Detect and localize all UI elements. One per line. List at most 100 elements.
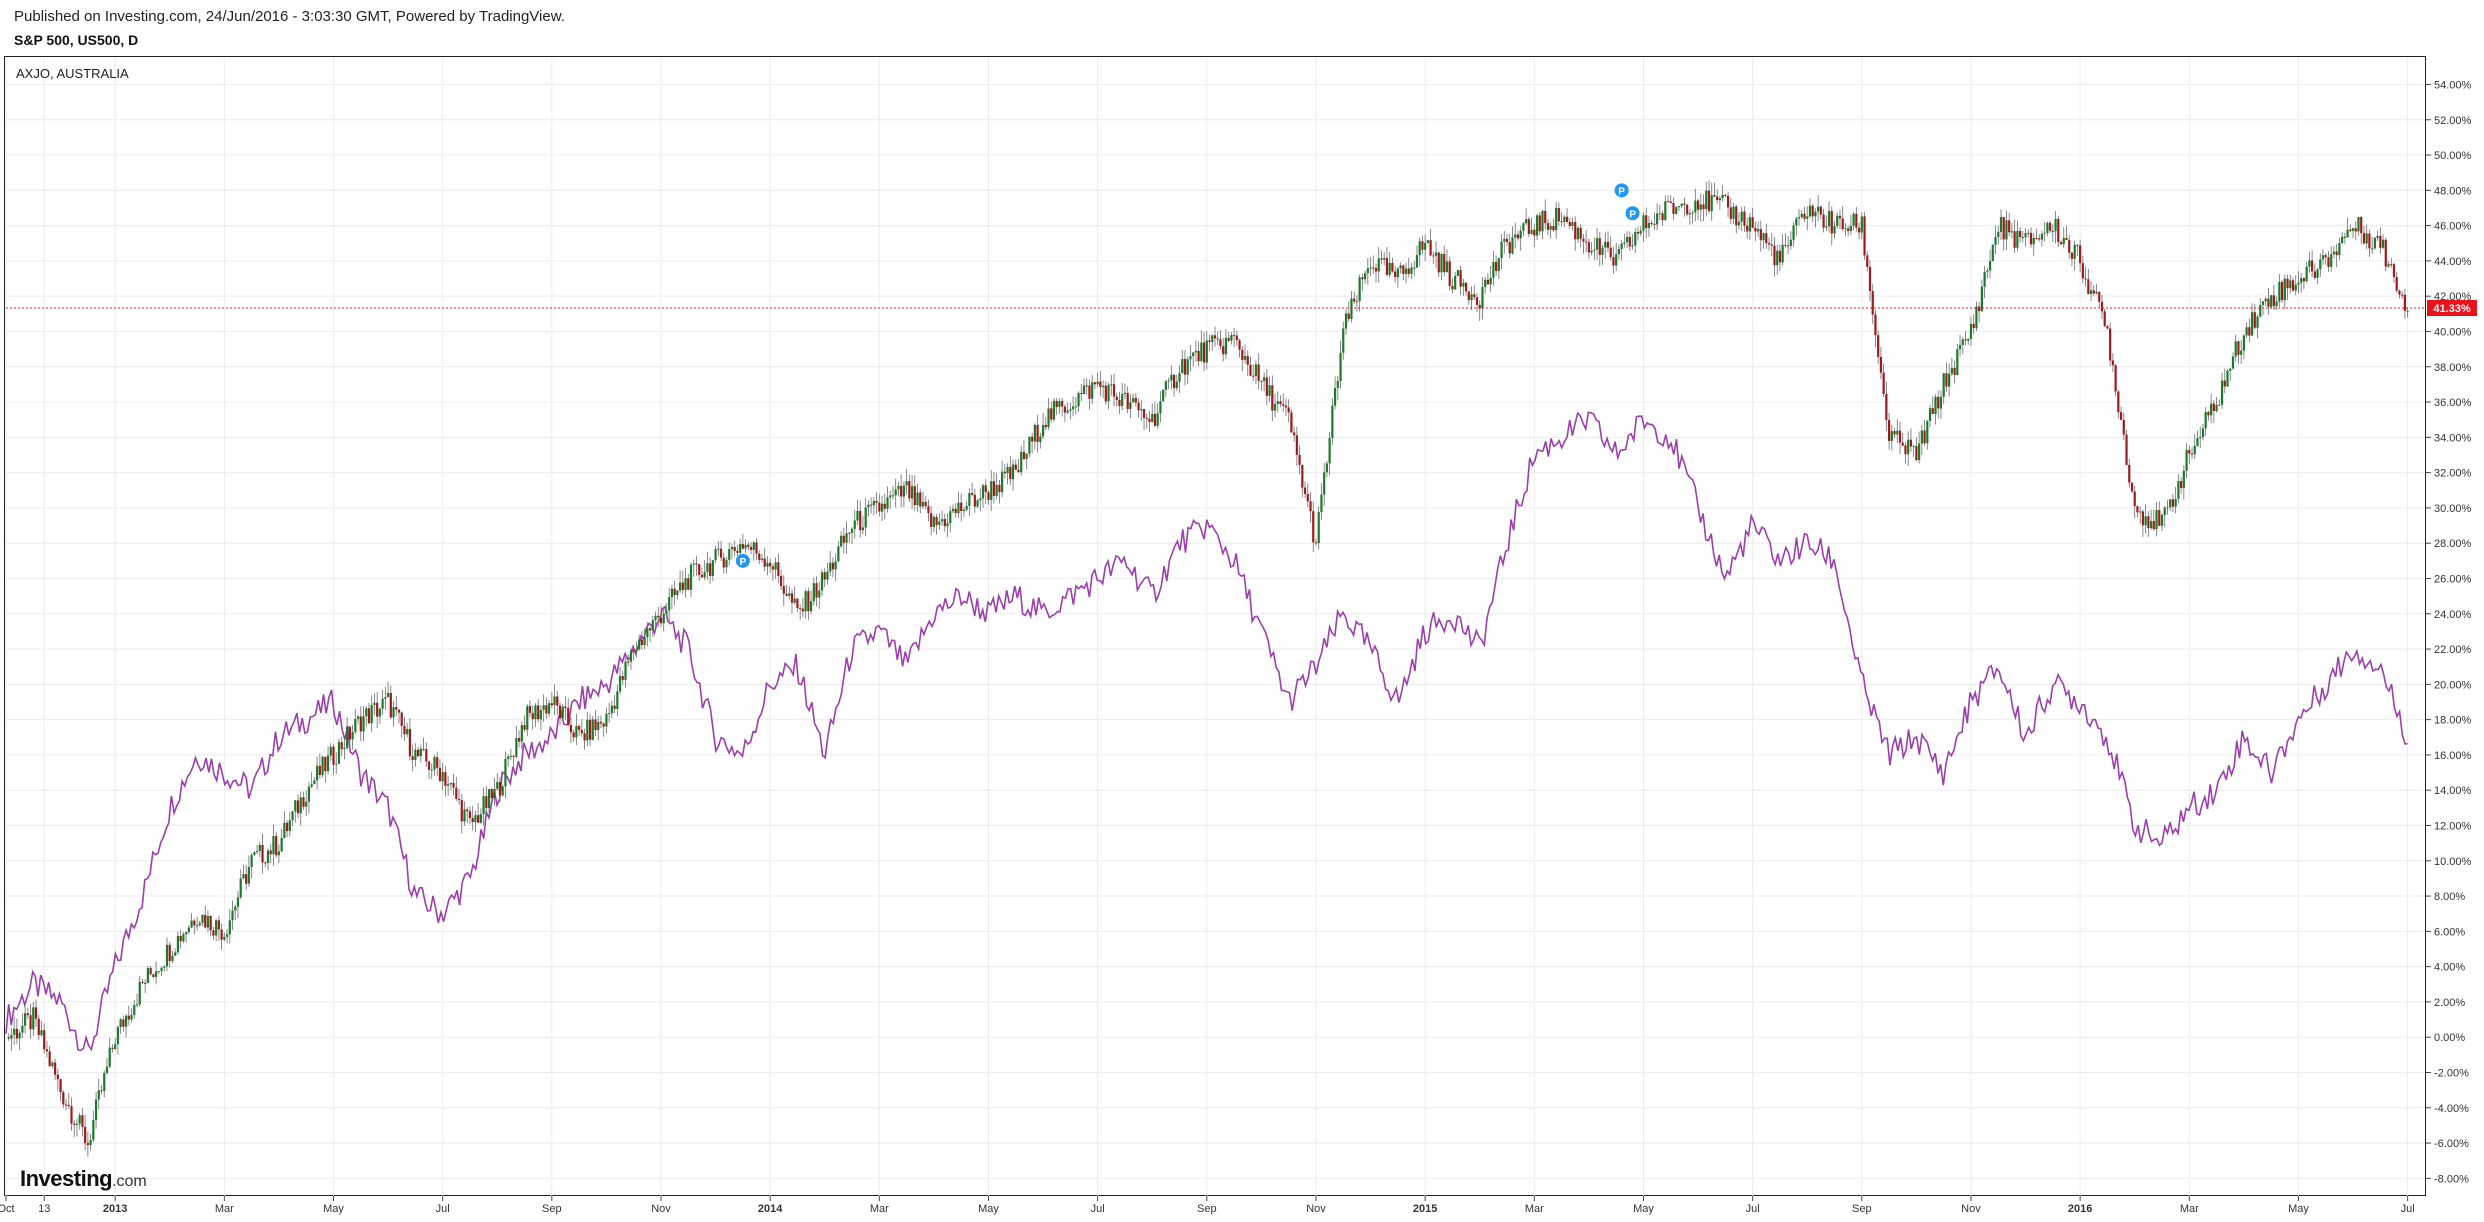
candle-body xyxy=(2319,259,2322,270)
candle-body xyxy=(245,874,248,884)
candle-body xyxy=(1235,335,1238,341)
candle-body xyxy=(163,966,166,968)
y-tick-label: 40.00% xyxy=(2434,326,2472,338)
candle-body xyxy=(531,712,534,720)
candle-body xyxy=(886,497,889,509)
candle-body xyxy=(1080,392,1083,394)
y-tick-label: 16.00% xyxy=(2434,750,2472,762)
x-tick-label: 2014 xyxy=(758,1203,783,1215)
candle-body xyxy=(411,756,414,760)
candle-body xyxy=(1686,204,1689,215)
candle-body xyxy=(1773,245,1776,266)
candle-body xyxy=(18,1032,21,1039)
candle-body xyxy=(493,788,496,799)
candle-body xyxy=(864,507,867,528)
candle-body xyxy=(430,769,433,771)
candle-body xyxy=(1058,400,1061,408)
candle-body xyxy=(725,559,728,568)
candle-body xyxy=(629,650,633,662)
candle-body xyxy=(130,1014,133,1020)
candle-body xyxy=(1887,419,1891,441)
candle-body xyxy=(2149,521,2153,529)
candle-body xyxy=(1230,335,1233,341)
candle-body xyxy=(2368,233,2371,249)
candle-body xyxy=(2158,510,2161,526)
candle-body xyxy=(165,944,169,967)
candle-body xyxy=(2144,516,2147,526)
candle-body xyxy=(356,716,360,719)
candle-body xyxy=(1642,215,1645,231)
candle-body xyxy=(247,867,250,884)
candle-body xyxy=(850,528,854,533)
y-tick-label: 38.00% xyxy=(2434,362,2472,374)
candle-body xyxy=(209,916,212,931)
candle-body xyxy=(2021,237,2024,239)
candle-body xyxy=(135,1004,139,1006)
candle-body xyxy=(728,549,731,560)
candle-body xyxy=(1339,352,1342,382)
candle-body xyxy=(1904,445,1907,455)
candle-body xyxy=(1645,215,1648,229)
candle-body xyxy=(359,716,362,732)
candle-body xyxy=(1549,226,1552,230)
candle-body xyxy=(332,746,335,765)
candle-body xyxy=(1257,364,1260,381)
candle-body xyxy=(2193,445,2196,455)
candle-body xyxy=(1213,335,1217,339)
candle-body xyxy=(1222,346,1225,355)
candle-body xyxy=(1333,388,1337,406)
candle-body xyxy=(1151,413,1154,422)
candle-body xyxy=(2100,301,2104,312)
candle-body xyxy=(444,772,447,786)
candle-body xyxy=(1844,228,1847,230)
candle-body xyxy=(1582,238,1585,242)
candle-body xyxy=(930,513,933,527)
candle-body xyxy=(790,593,794,603)
candle-body xyxy=(1852,213,1855,226)
candle-body xyxy=(1115,396,1118,401)
candle-body xyxy=(310,784,313,787)
candle-body xyxy=(1934,396,1937,414)
candle-body xyxy=(1945,373,1948,387)
candle-body xyxy=(2360,217,2363,234)
candle-body xyxy=(119,1019,122,1028)
candle-body xyxy=(1836,215,1839,227)
candle-body xyxy=(1129,402,1132,409)
candle-body xyxy=(1050,408,1053,420)
x-tick-label: Mar xyxy=(2180,1203,2199,1215)
candle-body xyxy=(856,510,859,521)
candle-body xyxy=(2002,217,2005,240)
candle-body xyxy=(698,564,701,575)
candle-body xyxy=(1948,373,1951,387)
candle-body xyxy=(395,707,398,710)
candle-body xyxy=(2043,233,2046,235)
candle-body xyxy=(1323,472,1326,495)
candle-body xyxy=(520,725,523,742)
candle-body xyxy=(2095,291,2098,294)
candle-body xyxy=(867,504,870,508)
candle-body xyxy=(517,738,521,742)
candle-body xyxy=(2286,278,2289,289)
candle-body xyxy=(501,786,504,796)
candle-body xyxy=(414,749,417,760)
candle-body xyxy=(534,705,537,720)
candle-body xyxy=(1560,221,1563,223)
candle-body xyxy=(2065,237,2068,241)
y-tick-label: 22.00% xyxy=(2434,644,2472,656)
candle-body xyxy=(588,719,592,740)
candle-body xyxy=(176,935,180,953)
candle-body xyxy=(965,505,968,510)
candle-body xyxy=(820,572,824,591)
candle-body xyxy=(466,809,469,812)
candle-body xyxy=(1713,195,1716,197)
candle-body xyxy=(1036,424,1039,442)
candle-body xyxy=(89,1139,92,1146)
candle-body xyxy=(471,818,474,823)
candle-body xyxy=(2256,316,2259,328)
candle-body xyxy=(1675,206,1678,214)
candle-body xyxy=(294,800,297,812)
candle-body xyxy=(567,707,570,726)
candle-body xyxy=(774,562,777,570)
candle-body xyxy=(1353,298,1356,302)
